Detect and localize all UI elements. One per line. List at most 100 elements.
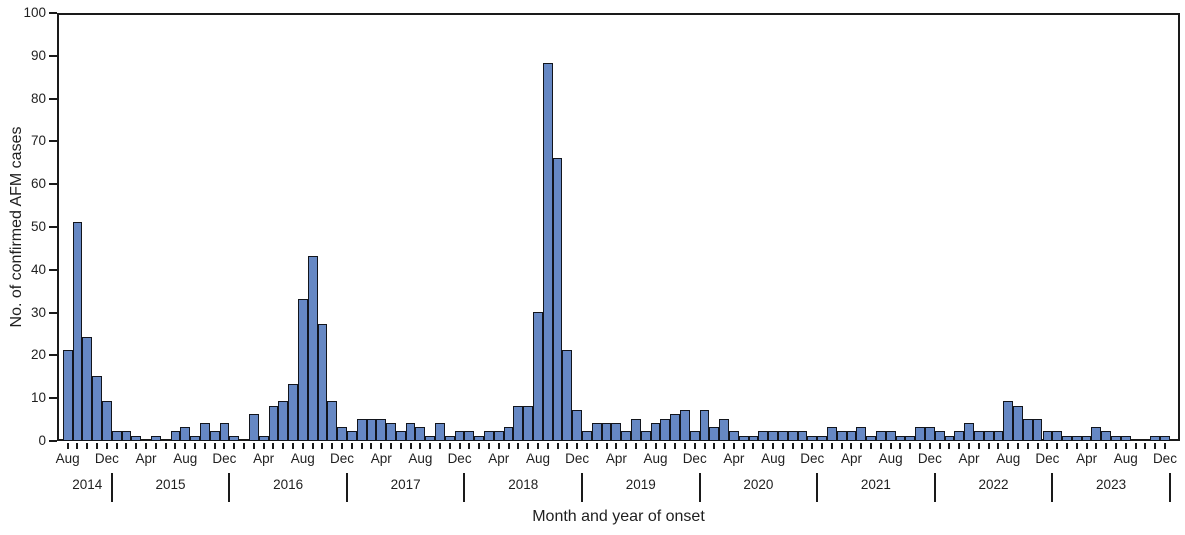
bar-2023-Aug [1120, 436, 1131, 441]
x-tick [997, 443, 1000, 449]
x-tick [919, 443, 922, 449]
bar-2020-Aug [768, 431, 778, 441]
y-tick [49, 54, 57, 57]
x-tick [595, 443, 598, 449]
bar-2021-Mar [836, 431, 847, 441]
bar-2018-Mar [484, 431, 494, 441]
bar-2021-May [856, 427, 867, 441]
x-tick [723, 443, 726, 449]
y-tick-label: 40 [30, 261, 46, 277]
x-tick [203, 443, 206, 449]
bar-2014-Nov [92, 376, 102, 441]
bar-2016-Sep [307, 256, 318, 441]
y-tick [49, 226, 57, 228]
x-month-label: Apr [723, 451, 745, 466]
x-month-label: Apr [1076, 451, 1098, 466]
x-tick [311, 443, 314, 449]
y-tick-label: 10 [30, 390, 46, 406]
x-tick [654, 443, 657, 449]
bar-2016-Dec [337, 427, 347, 441]
x-month-label: Aug [55, 451, 80, 466]
bar-2023-Apr [1081, 436, 1092, 441]
x-tick [1075, 443, 1078, 449]
x-month-label: Aug [996, 451, 1021, 466]
bar-2016-May [268, 406, 279, 441]
x-tick [625, 443, 628, 449]
x-tick [517, 443, 520, 449]
bar-2020-May [738, 436, 749, 441]
x-tick [879, 443, 882, 449]
x-tick [448, 443, 451, 449]
x-tick [350, 443, 353, 449]
x-month-label: Aug [173, 451, 198, 466]
x-tick [527, 443, 530, 449]
y-tick-label: 50 [30, 219, 46, 234]
bar-2021-Apr [846, 431, 857, 441]
bar-2016-Apr [258, 436, 269, 441]
x-tick [1163, 443, 1166, 449]
bar-2019-Feb [591, 423, 602, 441]
x-tick [390, 443, 392, 449]
x-tick [409, 443, 412, 449]
bar-2015-Jan [111, 431, 122, 441]
y-tick [49, 311, 57, 314]
y-tick-label: 20 [30, 347, 46, 363]
y-tick [49, 354, 57, 357]
x-year-label: 2014 [72, 477, 103, 492]
x-tick [399, 443, 402, 449]
x-tick [987, 443, 990, 449]
x-tick [762, 443, 765, 449]
bar-2022-May [973, 431, 984, 441]
bar-2019-Jul [640, 431, 651, 441]
x-year-label: 2015 [155, 477, 186, 492]
x-tick [105, 443, 108, 449]
bar-2020-Jul [758, 431, 769, 441]
bar-2022-Jan [934, 431, 945, 441]
x-tick [772, 443, 775, 449]
bar-2023-Mar [1071, 436, 1082, 441]
year-divider [1051, 473, 1054, 502]
x-tick [115, 443, 118, 449]
x-tick [282, 443, 285, 449]
x-tick [899, 443, 902, 449]
bar-2018-May [503, 427, 514, 441]
x-tick [1007, 443, 1010, 449]
x-year-label: 2023 [1096, 477, 1127, 492]
x-tick [438, 443, 441, 449]
x-tick [154, 443, 157, 449]
x-tick [948, 443, 951, 449]
bar-2023-Jun [1101, 431, 1112, 441]
x-tick [870, 443, 873, 449]
year-divider [933, 473, 936, 502]
x-tick [850, 443, 853, 449]
bar-2020-Mar [719, 419, 729, 441]
x-axis-title: Month and year of onset [532, 508, 705, 525]
x-month-label: Aug [290, 451, 315, 466]
bar-2021-Aug [885, 431, 896, 441]
x-tick [536, 443, 539, 449]
x-tick [1085, 443, 1088, 449]
bar-2018-Feb [474, 436, 485, 441]
x-month-label: Aug [525, 451, 550, 466]
x-tick [977, 443, 980, 449]
bar-2014-Oct [82, 337, 93, 441]
bar-2015-Nov [209, 431, 220, 441]
bar-2017-Jun [395, 431, 406, 441]
bar-2017-Jul [405, 423, 416, 441]
x-month-label: Dec [800, 451, 825, 466]
y-tick-label: 100 [23, 5, 46, 20]
bar-2018-Apr [493, 431, 504, 441]
bar-2021-Nov [915, 427, 925, 441]
bar-2019-Sep [660, 419, 671, 441]
x-month-label: Dec [212, 451, 237, 466]
bar-2014-Sep [72, 222, 83, 441]
bar-2023-Jul [1111, 436, 1121, 441]
x-tick [252, 443, 255, 449]
bar-2023-Dec [1160, 436, 1170, 441]
x-tick [1105, 443, 1108, 449]
x-tick [1095, 443, 1098, 449]
bar-2022-Feb [944, 436, 955, 441]
x-year-label: 2022 [978, 477, 1009, 492]
x-tick [233, 443, 236, 449]
bar-2017-Aug [415, 427, 426, 441]
